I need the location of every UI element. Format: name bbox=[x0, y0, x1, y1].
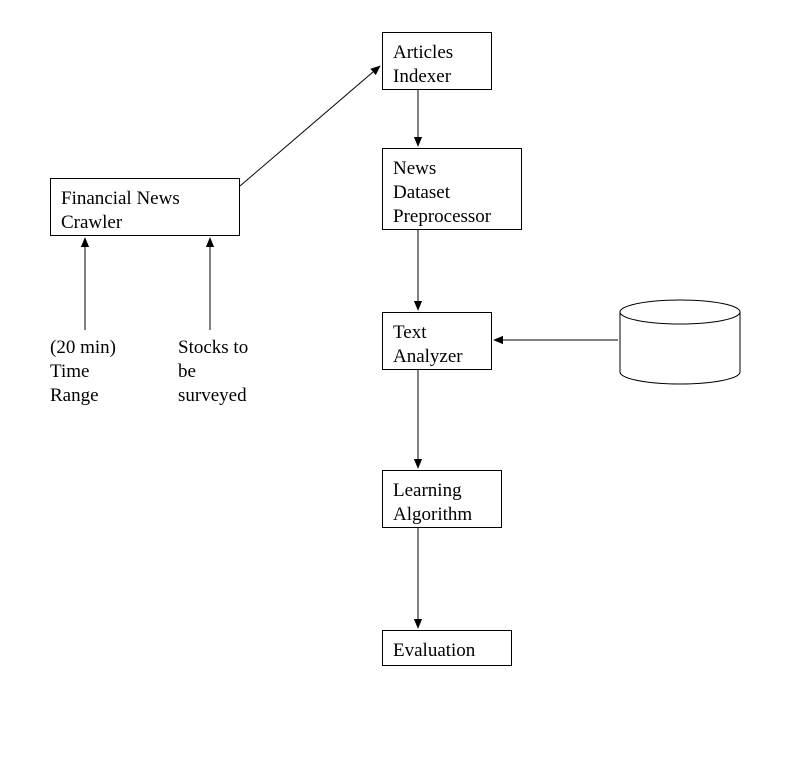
node-indexer-label: ArticlesIndexer bbox=[393, 42, 453, 87]
node-text-analyzer-label: TextAnalyzer bbox=[393, 322, 463, 367]
edges bbox=[85, 66, 618, 628]
label-stocks: Stocks tobesurveyed bbox=[178, 336, 248, 407]
node-bag-of-words: Bag ofWords bbox=[640, 318, 691, 366]
node-crawler-label: Financial NewsCrawler bbox=[61, 188, 180, 233]
node-bag-of-words-label: Bag ofWords bbox=[640, 319, 691, 364]
node-preprocessor-label: NewsDatasetPreprocessor bbox=[393, 158, 491, 227]
node-learning-label: LearningAlgorithm bbox=[393, 480, 472, 525]
edge-crawler-indexer bbox=[240, 66, 380, 186]
label-stocks-text: Stocks tobesurveyed bbox=[178, 337, 248, 406]
label-time-range: (20 min)TimeRange bbox=[50, 336, 116, 407]
node-text-analyzer: TextAnalyzer bbox=[382, 312, 492, 370]
node-crawler: Financial NewsCrawler bbox=[50, 178, 240, 236]
node-evaluation-label: Evaluation bbox=[393, 640, 475, 661]
node-indexer: ArticlesIndexer bbox=[382, 32, 492, 90]
label-time-range-text: (20 min)TimeRange bbox=[50, 337, 116, 406]
node-evaluation: Evaluation bbox=[382, 630, 512, 666]
node-learning: LearningAlgorithm bbox=[382, 470, 502, 528]
node-preprocessor: NewsDatasetPreprocessor bbox=[382, 148, 522, 230]
